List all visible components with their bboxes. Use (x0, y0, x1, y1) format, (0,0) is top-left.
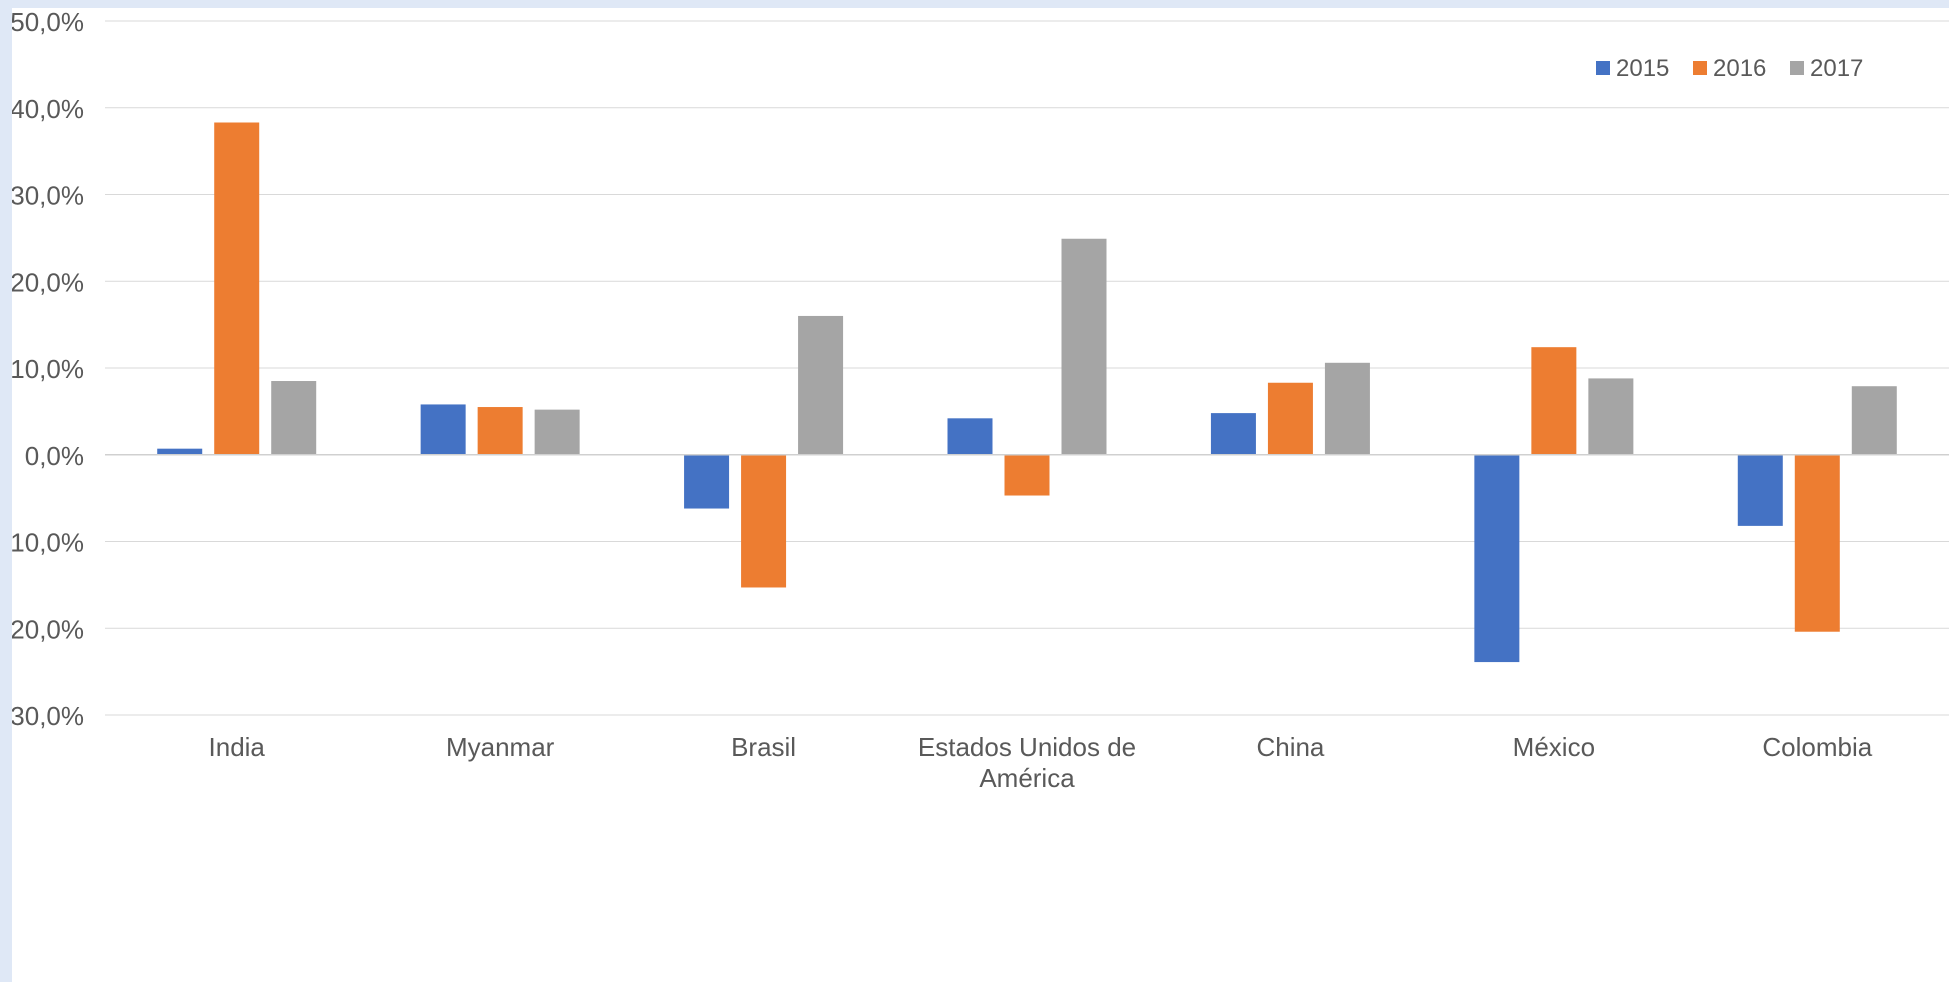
x-tick-label: Estados Unidos de América (918, 732, 1136, 793)
bar-2015-5 (1474, 454, 1520, 663)
x-tick-label: Colombia (1762, 732, 1872, 762)
bar-2017-0 (271, 381, 317, 455)
y-tick-label: 0,0% (25, 441, 84, 471)
y-tick-label: -10,0% (12, 528, 84, 558)
bar-2017-1 (534, 409, 580, 455)
x-tick-label: México (1513, 732, 1595, 762)
x-tick-label: Brasil (731, 732, 796, 762)
y-tick-label: 10,0% (12, 354, 84, 384)
bar-2017-6 (1851, 386, 1897, 455)
legend-swatch-2016 (1693, 61, 1707, 75)
legend-label-2015: 2015 (1616, 55, 1669, 82)
y-axis-tick-labels: 50,0% 40,0% 30,0% 20,0% 10,0% 0,0% -10,0% -20,0… (12, 8, 84, 731)
bar-2017-3 (1061, 238, 1107, 455)
y-tick-label: 40,0% (12, 94, 84, 124)
legend-label-2017: 2017 (1810, 55, 1863, 82)
legend-label-2016: 2016 (1713, 55, 1766, 82)
y-tick-label: 30,0% (12, 181, 84, 211)
y-tick-label: 20,0% (12, 267, 84, 297)
x-tick-label: India (209, 732, 266, 762)
bars (157, 122, 1897, 663)
bar-2015-4 (1210, 413, 1256, 455)
bar-2015-1 (420, 404, 466, 455)
bar-2016-3 (1004, 454, 1050, 496)
bar-2016-2 (741, 454, 787, 588)
x-axis-category-labels: India Myanmar Brasil Estados Unidos de Améri… (209, 732, 1873, 793)
legend-swatch-2017 (1790, 61, 1804, 75)
bar-2017-5 (1588, 378, 1634, 455)
bar-2016-5 (1531, 347, 1577, 455)
gridlines (105, 20, 1949, 716)
chart-panel: 50,0% 40,0% 30,0% 20,0% 10,0% 0,0% -10,0% -20,0… (12, 8, 1949, 982)
bar-2017-4 (1324, 362, 1370, 455)
bar-2016-6 (1794, 454, 1840, 632)
bar-2017-2 (798, 315, 844, 455)
bar-2015-2 (684, 454, 730, 509)
bar-2015-3 (947, 418, 993, 455)
bar-chart: 50,0% 40,0% 30,0% 20,0% 10,0% 0,0% -10,0% -20,0… (12, 8, 1949, 793)
y-tick-label: -20,0% (12, 614, 84, 644)
legend: 2015 2016 2017 (1596, 55, 1863, 82)
bar-2015-6 (1737, 454, 1783, 526)
x-tick-label: Myanmar (446, 732, 555, 762)
bar-2016-1 (477, 407, 523, 455)
bar-2015-0 (157, 448, 203, 455)
bar-2016-0 (214, 122, 260, 455)
y-tick-label: -30,0% (12, 701, 84, 731)
x-tick-label: China (1256, 732, 1324, 762)
legend-swatch-2015 (1596, 61, 1610, 75)
y-tick-label: 50,0% (12, 8, 84, 37)
bar-2016-4 (1267, 382, 1313, 455)
